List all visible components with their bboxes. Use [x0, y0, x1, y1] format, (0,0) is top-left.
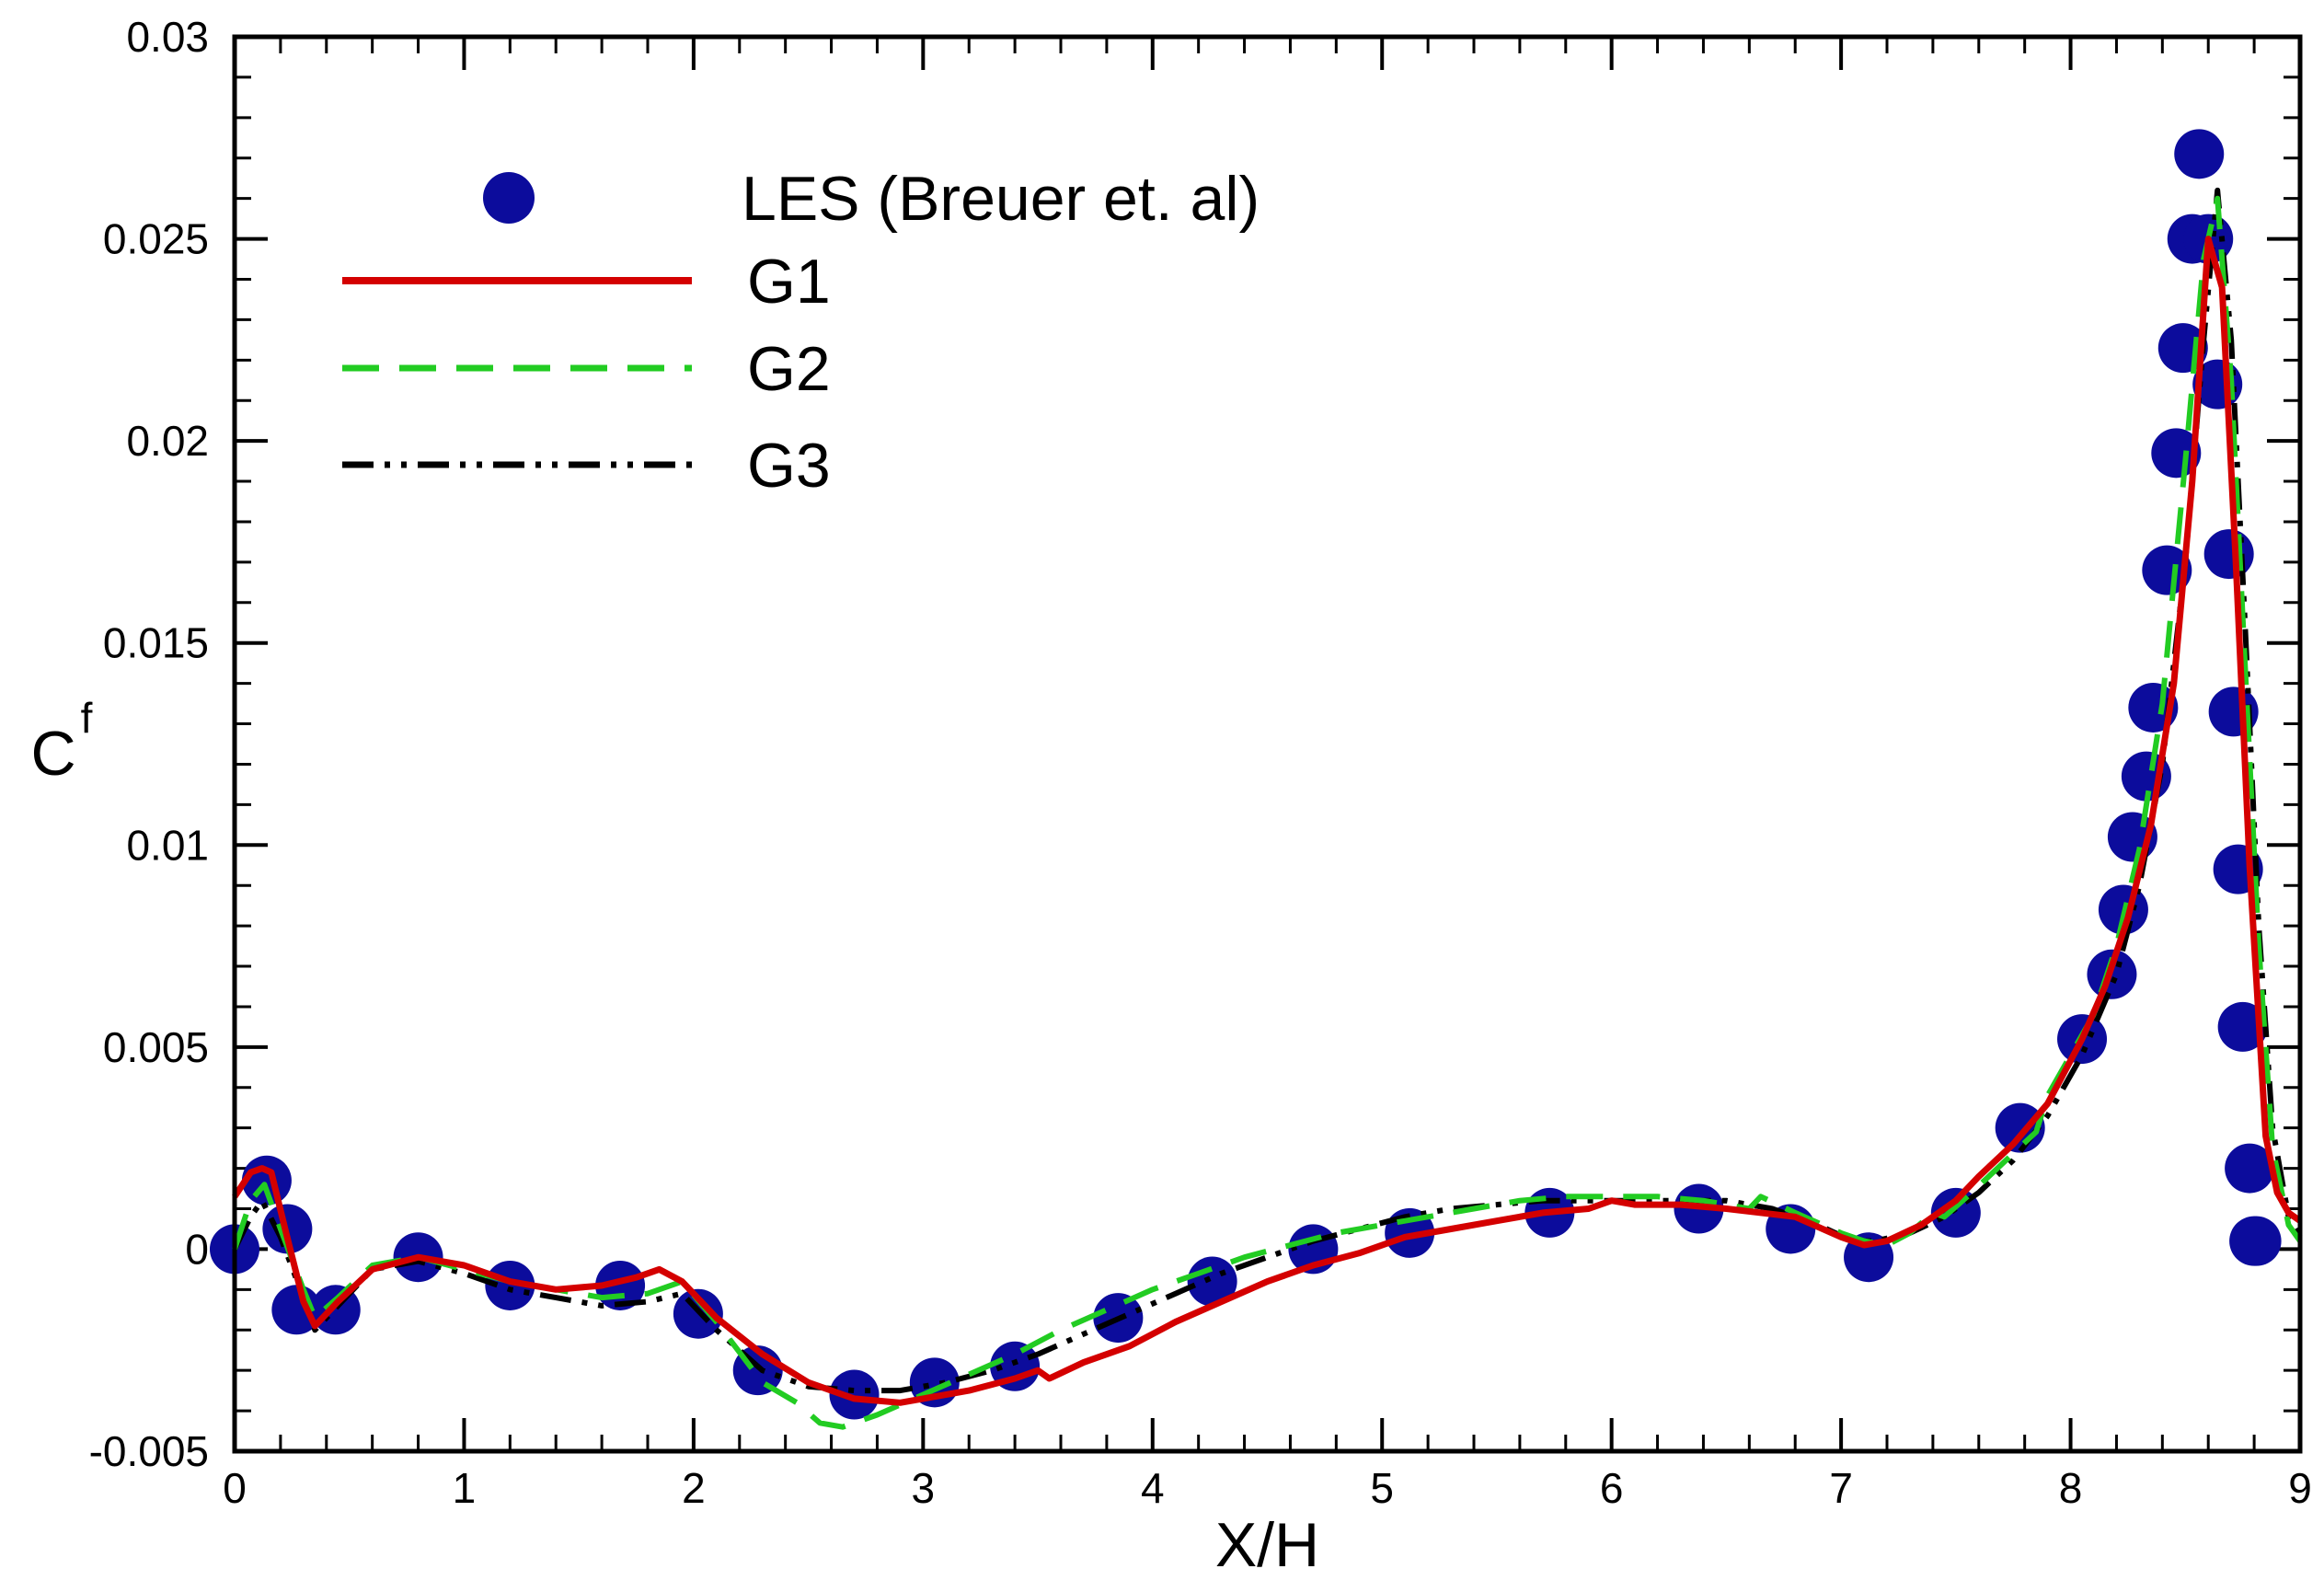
x-tick-label: 4 [1141, 1464, 1165, 1512]
les-data-point [2231, 1216, 2282, 1266]
y-tick-label: 0.03 [126, 13, 209, 61]
les-data-point [485, 1260, 535, 1310]
y-tick-label: 0.015 [103, 619, 209, 667]
y-tick-label: -0.005 [89, 1427, 209, 1475]
y-tick-label: 0.005 [103, 1023, 209, 1071]
ticks [233, 35, 2302, 1453]
legend: LES (Breuer et. al) G1 G2 G3 [342, 164, 1260, 501]
y-tick-label: 0 [185, 1225, 209, 1273]
y-axis-title-main: C [30, 719, 75, 789]
series-les-markers [210, 129, 2282, 1420]
legend-entry: G3 [342, 431, 831, 501]
x-tick-label: 2 [682, 1464, 706, 1512]
les-data-point [1187, 1256, 1237, 1307]
x-tick-label: 1 [453, 1464, 477, 1512]
les-data-point [2217, 1001, 2268, 1052]
plot-frame [232, 34, 2303, 1454]
legend-label: LES (Breuer et. al) [742, 164, 1260, 234]
y-axis-title-subscript: f [81, 694, 93, 742]
series-line-g1 [232, 236, 2303, 1406]
legend-marker [483, 172, 535, 224]
x-tick-label: 8 [2059, 1464, 2083, 1512]
les-data-point [2225, 1143, 2275, 1194]
les-data-point [1995, 1102, 2045, 1153]
legend-entry: G2 [342, 334, 831, 404]
les-data-point [2151, 428, 2202, 479]
x-tick-label: 6 [1600, 1464, 1624, 1512]
x-tick-label: 5 [1370, 1464, 1394, 1512]
x-tick-label: 9 [2288, 1464, 2312, 1512]
series-line-g2 [232, 195, 2303, 1430]
y-tick-label: 0.02 [126, 417, 209, 465]
series-layer [210, 129, 2303, 1430]
y-axis-title: C f [30, 694, 92, 789]
y-tick-label: 0.01 [126, 821, 209, 869]
les-data-point [2174, 129, 2225, 179]
les-data-point [2203, 529, 2254, 580]
les-data-point [2142, 545, 2192, 595]
legend-label: G2 [747, 334, 831, 404]
y-tick-label: 0.025 [103, 215, 209, 263]
x-tick-label: 7 [1829, 1464, 1853, 1512]
les-data-point [829, 1369, 880, 1420]
x-axis-title: X/H [1215, 1510, 1319, 1580]
legend-entry: LES (Breuer et. al) [483, 164, 1260, 234]
tick-labels: 0 1 2 3 4 5 6 7 8 9 -0.005 0 0.005 0.01 0.015 0.02 0.025… [89, 13, 2312, 1512]
legend-label: G1 [747, 247, 831, 317]
legend-entry: G1 [342, 247, 831, 317]
x-tick-label: 3 [912, 1464, 936, 1512]
legend-label: G3 [747, 431, 831, 501]
x-tick-label: 0 [223, 1464, 247, 1512]
